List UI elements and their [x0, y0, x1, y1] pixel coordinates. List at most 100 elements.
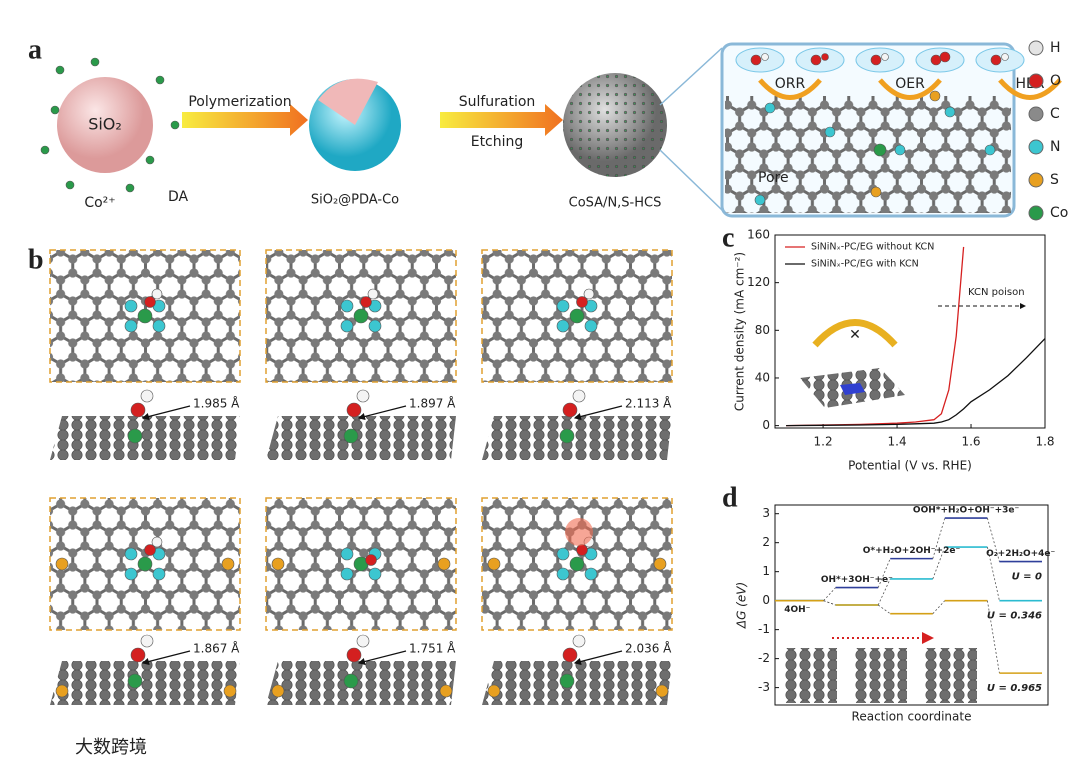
- atom: [55, 65, 65, 75]
- atom: [340, 567, 354, 581]
- connector: [877, 578, 891, 606]
- atom: [340, 319, 354, 333]
- atom: [1001, 53, 1009, 61]
- intermediate-label: SiO₂@PDA-Co: [311, 193, 399, 208]
- y-tick-label: 0: [762, 593, 770, 607]
- lattice: [725, 96, 1011, 213]
- atom: [353, 308, 369, 324]
- product-label: CoSA/N,S-HCS: [569, 196, 662, 211]
- atom: [562, 402, 578, 418]
- annotation: KCN poison: [968, 287, 1025, 298]
- legend-swatch: [1028, 172, 1044, 188]
- atom: [144, 544, 156, 556]
- monomer-label: DA: [168, 189, 189, 205]
- bond-arrow: [141, 405, 191, 421]
- atom: [655, 684, 669, 698]
- pore-label: Pore: [758, 170, 789, 186]
- atom: [340, 299, 354, 313]
- reaction-label: ORR: [775, 76, 806, 92]
- y-tick-label: 2: [762, 535, 770, 549]
- atom: [556, 299, 570, 313]
- atom: [360, 296, 372, 308]
- bond-arrow: [357, 405, 407, 421]
- atom: [271, 557, 285, 571]
- atom: [152, 567, 166, 581]
- reaction-arrow: [998, 78, 1062, 100]
- atom: [368, 319, 382, 333]
- atom: [124, 319, 138, 333]
- atom: [124, 299, 138, 313]
- panel-label: a: [28, 34, 42, 65]
- y-tick-label: 3: [762, 506, 770, 520]
- atom: [939, 51, 951, 63]
- lattice-side-view: [482, 416, 672, 460]
- bond-length: 1.751 Å: [409, 641, 456, 656]
- atom: [576, 296, 588, 308]
- atom: [346, 402, 362, 418]
- atom: [340, 547, 354, 561]
- connector: [932, 600, 946, 614]
- atom: [929, 90, 941, 102]
- reaction-arrow: [758, 78, 822, 100]
- atom: [487, 557, 501, 571]
- legend-swatch: [1028, 106, 1044, 122]
- atom: [984, 144, 996, 156]
- atom: [764, 102, 776, 114]
- atom: [870, 186, 882, 198]
- arrow: [440, 104, 563, 136]
- connector: [932, 546, 946, 580]
- x-axis-title: Reaction coordinate: [852, 710, 972, 724]
- atom: [572, 389, 586, 403]
- atom: [569, 308, 585, 324]
- atom: [569, 556, 585, 572]
- y-tick-label: 1: [762, 564, 770, 578]
- series-line: [786, 338, 1046, 427]
- atom: [356, 389, 370, 403]
- atom: [343, 673, 359, 689]
- atom: [140, 634, 154, 648]
- step-label: O₂+2H₂O+4e⁻: [986, 549, 1055, 559]
- legend-swatch: [1028, 205, 1044, 221]
- step-label: OOH*+H₂O+OH⁻+3e⁻: [913, 506, 1020, 516]
- atom: [583, 288, 595, 300]
- highlight: [565, 518, 593, 546]
- inset-lattice: [855, 648, 907, 703]
- atom: [754, 194, 766, 206]
- atom: [356, 634, 370, 648]
- y-tick-label: 0: [762, 418, 770, 432]
- series-label: U = 0.346: [987, 611, 1042, 622]
- series-label: U = 0: [1012, 572, 1042, 583]
- atom: [151, 536, 163, 548]
- reaction-arrow: [878, 78, 942, 100]
- bond-length: 1.867 Å: [193, 641, 240, 656]
- y-tick-label: -3: [758, 680, 770, 694]
- atom: [343, 428, 359, 444]
- atom: [155, 75, 165, 85]
- y-tick-label: 40: [755, 370, 770, 384]
- atom: [130, 647, 146, 663]
- atom: [144, 296, 156, 308]
- reaction-label: OER: [895, 76, 925, 92]
- atom: [145, 155, 155, 165]
- blocked-arrow: [812, 319, 898, 348]
- atom: [55, 557, 69, 571]
- step-label: OH*+3OH⁻+e⁻: [821, 575, 893, 585]
- atom: [487, 684, 501, 698]
- atom: [365, 554, 377, 566]
- legend-label: S: [1050, 172, 1059, 188]
- y-axis-title: Current density (mA cm⁻²): [733, 252, 747, 411]
- bond-arrow: [357, 650, 407, 666]
- atom: [584, 567, 598, 581]
- atom: [221, 557, 235, 571]
- atom: [40, 145, 50, 155]
- atom: [556, 547, 570, 561]
- silica-sphere: [57, 77, 153, 173]
- atom: [944, 106, 956, 118]
- atom: [572, 634, 586, 648]
- step-label: 4OH⁻: [784, 605, 810, 615]
- atom: [439, 684, 453, 698]
- connector: [877, 558, 891, 588]
- atom: [127, 673, 143, 689]
- bond-length: 2.113 Å: [625, 396, 672, 411]
